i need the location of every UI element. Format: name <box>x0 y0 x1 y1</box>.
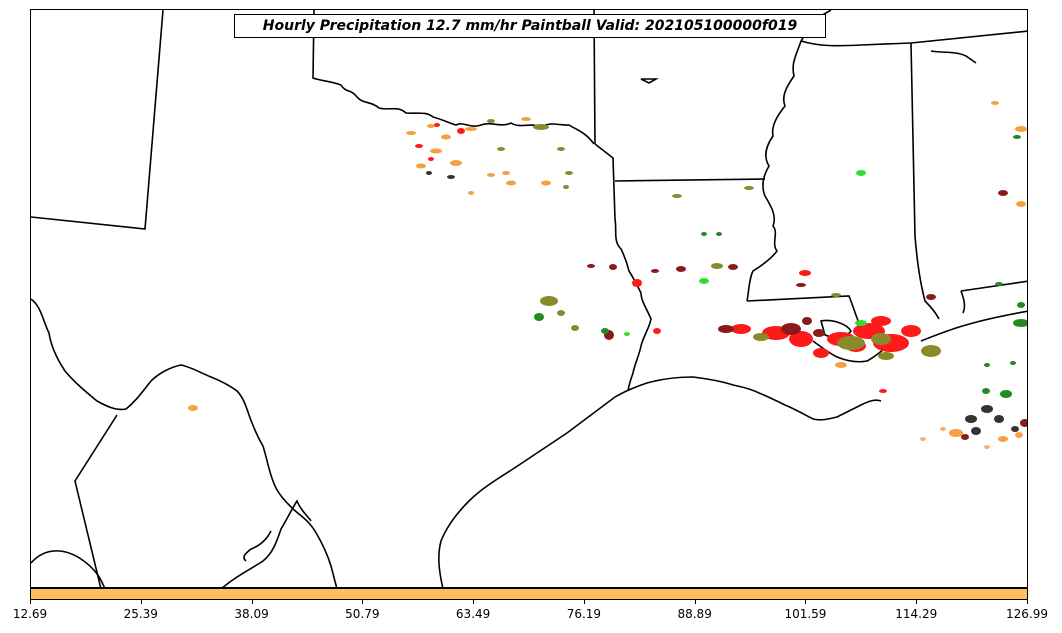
border-al-fl <box>960 280 1027 292</box>
gulf-coastline <box>438 376 882 587</box>
colorbar-tick-label: 101.59 <box>784 607 827 621</box>
precipitation-paintballs <box>188 101 1027 449</box>
colorbar-tick-label: 126.99 <box>1006 607 1048 621</box>
colorbar-tick-mark <box>140 600 142 604</box>
colorbar-tick-label: 38.09 <box>234 607 269 621</box>
colorbar-tick-label: 63.49 <box>455 607 491 621</box>
border-ms-al <box>910 42 940 320</box>
paintball-cluster-dark-gray <box>426 171 1019 435</box>
colorbar-tick-label: 12.69 <box>12 607 48 621</box>
paintball-cluster-orange <box>188 101 1027 442</box>
colorbar-tick-label: 88.89 <box>677 607 712 621</box>
colorbar-tick-mark <box>362 600 364 604</box>
border-ar-la <box>614 178 766 182</box>
colorbar <box>30 588 1028 600</box>
colorbar-tick-mark <box>805 600 807 604</box>
lake-line <box>930 50 977 64</box>
border-tn-al <box>910 30 1027 44</box>
paintball-cluster-bright-green <box>624 170 867 336</box>
paintball-cluster-red <box>415 123 921 393</box>
border-ms-river <box>746 40 802 302</box>
paintball-cluster-dark-red <box>587 190 1027 440</box>
map-title: Hourly Precipitation 12.7 mm/hr Paintbal… <box>234 14 826 38</box>
colorbar-tick-mark <box>583 600 585 604</box>
border-ms-tn <box>800 40 912 47</box>
colorbar-tick-label: 25.39 <box>123 607 158 621</box>
colorbar-tick-mark <box>694 600 696 604</box>
border-mexico-state-2 <box>31 550 106 587</box>
border-mexico-state-3 <box>222 499 312 587</box>
colorbar-tick-mark <box>916 600 918 604</box>
paintball-cluster-olive <box>487 119 941 360</box>
colorbar-tick-mark <box>30 600 31 604</box>
border-mexico-state-4 <box>243 530 272 562</box>
map-frame <box>30 9 1028 588</box>
paintball-cluster-light-orange <box>920 427 990 449</box>
border-nm-tx-north <box>31 10 164 230</box>
colorbar-tick-label: 50.79 <box>345 607 380 621</box>
border-tx-mexico <box>31 298 338 587</box>
colorbar-tick-mark <box>473 600 475 604</box>
gulf-coast-east <box>920 310 1027 342</box>
border-al-fl-2 <box>960 290 966 314</box>
colorbar-tick-label: 114.29 <box>895 607 938 621</box>
colorbar-tick-label: 76.19 <box>566 607 602 621</box>
border-tx-ar <box>594 143 652 392</box>
colorbar-tick-mark <box>1027 600 1028 604</box>
border-mexico-state-1 <box>74 414 118 587</box>
map-canvas <box>31 10 1027 587</box>
small-island <box>640 78 660 84</box>
colorbar-tick-mark <box>251 600 253 604</box>
paintball-cluster-green <box>534 135 1027 398</box>
state-boundaries <box>31 10 1027 587</box>
